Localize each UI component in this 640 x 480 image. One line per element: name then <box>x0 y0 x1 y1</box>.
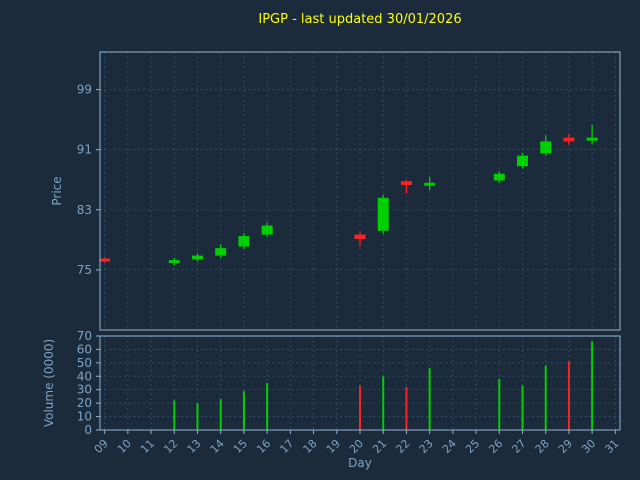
x-tick-label: 28 <box>533 437 552 456</box>
x-tick-label: 18 <box>301 437 320 456</box>
x-tick-label: 24 <box>440 437 459 456</box>
candle-body <box>99 258 111 262</box>
x-tick-label: 25 <box>463 437 482 456</box>
volume-tick-label: 40 <box>77 369 92 383</box>
x-tick-label: 19 <box>324 437 343 456</box>
volume-tick-label: 20 <box>77 396 92 410</box>
x-tick-label: 22 <box>393 437 412 456</box>
candle-body <box>540 141 552 154</box>
candle-body <box>563 137 575 142</box>
volume-tick-label: 30 <box>77 383 92 397</box>
x-tick-label: 20 <box>347 437 366 456</box>
price-panel-border <box>99 51 621 331</box>
candle-body <box>377 197 389 231</box>
price-tick-label: 99 <box>77 83 92 97</box>
candle-body <box>238 236 250 247</box>
x-tick-label: 30 <box>579 437 598 456</box>
volume-tick-label: 60 <box>77 342 92 356</box>
x-tick-label: 17 <box>277 437 296 456</box>
volume-tick-label: 50 <box>77 356 92 370</box>
x-tick-label: 31 <box>602 437 621 456</box>
candle-body <box>168 260 180 264</box>
volume-panel-border <box>99 335 621 431</box>
candle-body <box>192 255 203 260</box>
price-tick-label: 75 <box>77 263 92 277</box>
x-tick-label: 23 <box>417 437 436 456</box>
x-tick-label: 16 <box>254 437 273 456</box>
x-tick-label: 09 <box>92 437 111 456</box>
price-axis-label: Price <box>50 176 64 206</box>
x-tick-label: 26 <box>486 437 505 456</box>
x-tick-label: 29 <box>556 437 575 456</box>
volume-axis-label: Volume (0000) <box>42 338 56 428</box>
x-axis-label: Day <box>348 456 372 470</box>
candle-body <box>261 225 273 235</box>
x-tick-label: 14 <box>208 437 227 456</box>
volume-tick-label: 0 <box>84 423 92 437</box>
candle-body <box>517 155 528 167</box>
x-tick-label: 13 <box>185 437 204 456</box>
price-tick-label: 83 <box>77 203 92 217</box>
x-tick-label: 12 <box>161 437 180 456</box>
chart-title: IPGP - last updated 30/01/2026 <box>258 12 462 27</box>
x-tick-label: 15 <box>231 437 250 456</box>
x-tick-label: 27 <box>510 437 529 456</box>
x-tick-label: 10 <box>115 437 134 456</box>
volume-tick-label: 10 <box>77 410 92 424</box>
x-tick-label: 11 <box>138 437 157 456</box>
candle-body <box>424 182 436 186</box>
price-tick-label: 91 <box>77 143 92 157</box>
candle-body <box>586 137 598 141</box>
candle-body <box>354 234 366 240</box>
volume-tick-label: 70 <box>77 329 92 343</box>
candle-body <box>400 181 412 185</box>
candle-body <box>215 248 227 256</box>
candle-body <box>493 173 505 181</box>
x-tick-label: 21 <box>370 437 389 456</box>
